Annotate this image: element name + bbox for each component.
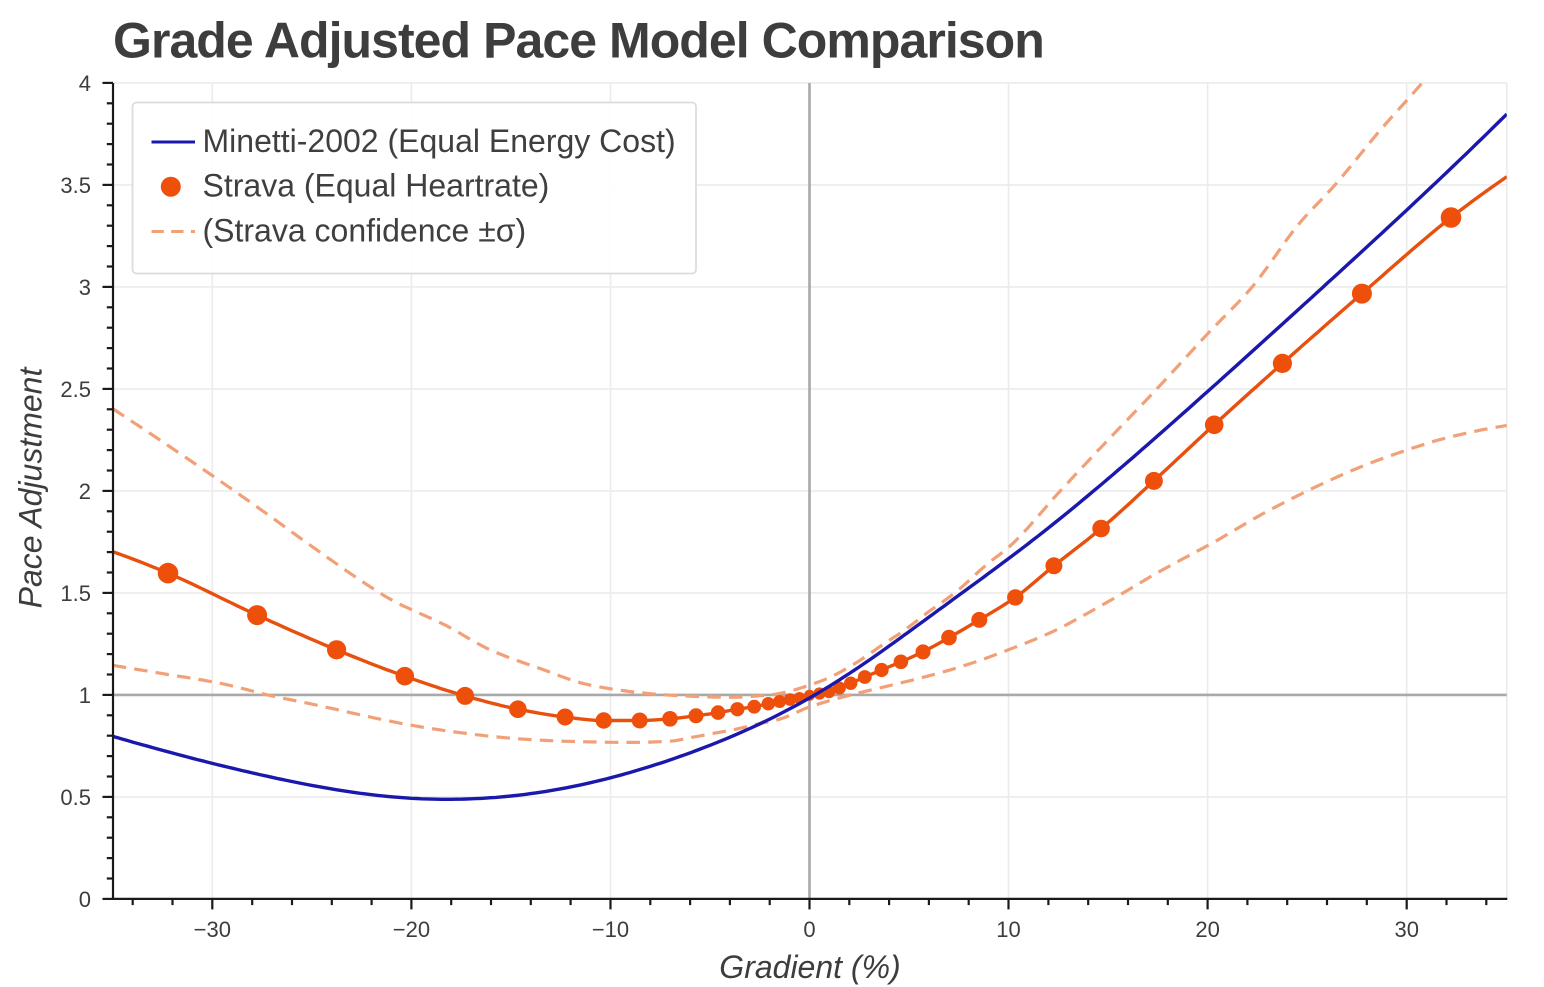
svg-text:−30: −30 [194, 917, 231, 942]
svg-text:0.5: 0.5 [60, 785, 91, 810]
svg-text:3.5: 3.5 [60, 173, 91, 198]
svg-text:10: 10 [996, 917, 1020, 942]
svg-text:4: 4 [79, 71, 91, 96]
svg-text:2.5: 2.5 [60, 377, 91, 402]
svg-text:1: 1 [79, 683, 91, 708]
svg-text:3: 3 [79, 275, 91, 300]
svg-text:(Strava confidence ±σ): (Strava confidence ±σ) [203, 213, 527, 249]
svg-text:Pace Adjustment: Pace Adjustment [13, 367, 49, 609]
svg-text:−10: −10 [592, 917, 629, 942]
svg-text:2: 2 [79, 479, 91, 504]
svg-text:1.5: 1.5 [60, 581, 91, 606]
svg-text:0: 0 [79, 887, 91, 912]
svg-text:Grade Adjusted Pace Model Comp: Grade Adjusted Pace Model Comparison [113, 13, 1044, 69]
svg-text:0: 0 [803, 917, 815, 942]
svg-text:Minetti-2002 (Equal Energy Cos: Minetti-2002 (Equal Energy Cost) [203, 123, 676, 159]
svg-text:−20: −20 [393, 917, 430, 942]
svg-text:30: 30 [1394, 917, 1418, 942]
svg-text:Gradient (%): Gradient (%) [719, 949, 900, 985]
svg-text:Strava (Equal Heartrate): Strava (Equal Heartrate) [203, 168, 550, 204]
svg-text:20: 20 [1195, 917, 1219, 942]
